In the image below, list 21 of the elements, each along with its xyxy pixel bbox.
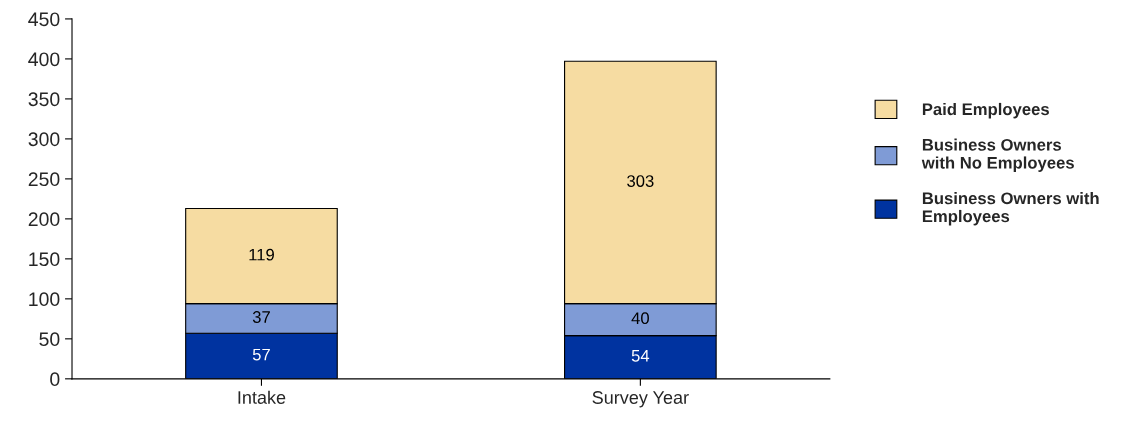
data-label: 57	[252, 348, 270, 361]
y-tick-label: 400	[28, 52, 60, 67]
y-tick-label: 0	[50, 372, 60, 387]
y-tick-label: 350	[28, 92, 60, 107]
y-tick-label: 200	[28, 212, 60, 227]
y-tick-label: 450	[28, 12, 60, 27]
legend-label: Business Owners with Employees	[922, 191, 1099, 226]
y-tick-label: 100	[29, 292, 60, 307]
x-tick-label: Intake	[238, 390, 286, 404]
data-label: 40	[631, 312, 649, 325]
legend-label: Paid Employees	[922, 102, 1049, 119]
data-label: 54	[631, 350, 650, 362]
x-tick-label: Survey Year	[592, 391, 689, 408]
y-tick-label: 150	[29, 252, 60, 267]
y-tick-label: 50	[39, 332, 60, 347]
data-label: 119	[249, 248, 274, 261]
legend-label: Business Owners with No Employees	[921, 138, 1074, 172]
y-tick-label: 250	[28, 172, 60, 187]
data-label: 303	[627, 175, 654, 187]
data-label: 37	[252, 311, 270, 323]
y-tick-label: 300	[28, 132, 60, 147]
